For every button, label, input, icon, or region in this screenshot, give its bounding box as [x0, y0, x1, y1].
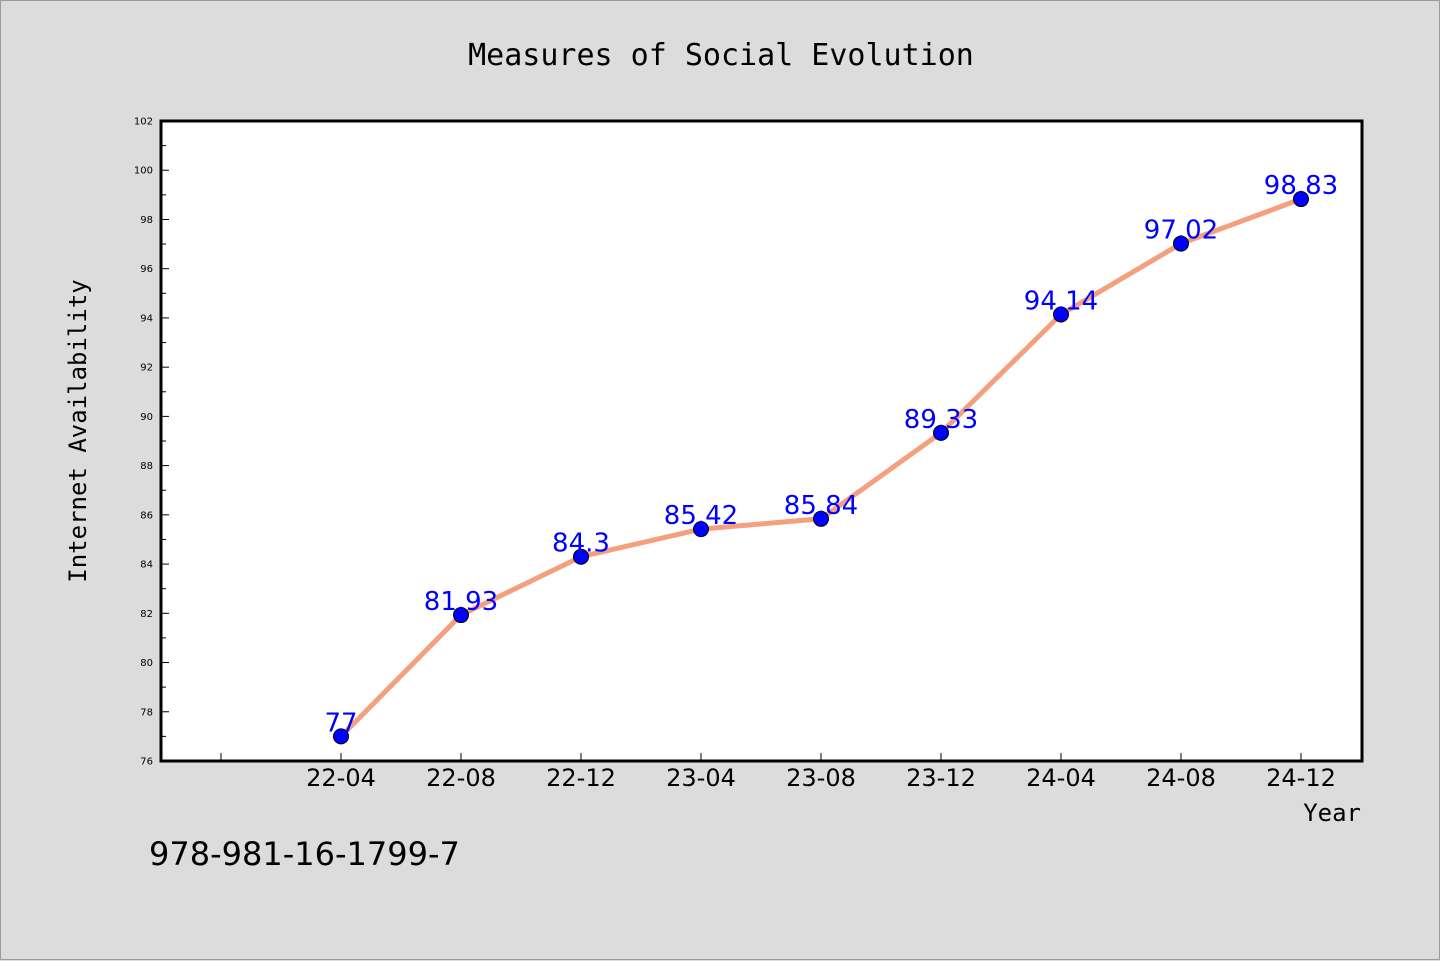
data-label: 85.84 [784, 491, 858, 521]
y-tick-label: 76 [140, 757, 153, 768]
y-tick-label: 82 [140, 609, 153, 620]
y-tick-label: 102 [134, 117, 153, 128]
y-axis-title: Internet Availability [64, 279, 92, 582]
chart-title: Measures of Social Evolution [468, 38, 974, 73]
series-layer [333, 191, 1309, 745]
data-label: 97.02 [1144, 216, 1218, 246]
x-tick-label: 24-04 [1026, 764, 1096, 792]
data-label: 85.42 [664, 501, 738, 531]
data-point [813, 510, 829, 527]
y-tick-label: 80 [140, 658, 153, 669]
y-tick-label: 90 [140, 412, 153, 423]
x-tick-label: 22-08 [426, 764, 496, 792]
x-tick-label: 24-12 [1266, 764, 1336, 792]
data-point [333, 728, 349, 745]
x-tick-label: 24-08 [1146, 764, 1216, 792]
data-label: 89.33 [904, 405, 978, 435]
data-label: 77 [324, 708, 357, 738]
data-point [1173, 235, 1189, 252]
x-tick-label: 23-04 [666, 764, 736, 792]
data-label-layer: 77 81.93 84.3 85.42 85.84 89.33 94.14 97.02 98.8… [324, 171, 1338, 738]
x-tick-label: 22-04 [306, 764, 376, 792]
data-point [1293, 191, 1309, 208]
data-point [933, 424, 949, 441]
y-tick-label: 88 [140, 461, 153, 472]
y-tick-label: 98 [140, 215, 153, 226]
y-tick-label: 84 [140, 560, 153, 571]
isbn-text: 978-981-16-1799-7 [149, 835, 460, 873]
x-tick-label: 23-08 [786, 764, 856, 792]
y-tick-label: 92 [140, 363, 153, 374]
data-point [573, 548, 589, 565]
y-tick-label: 100 [134, 166, 153, 177]
y-tick-label: 86 [140, 510, 153, 521]
y-tick-label: 94 [140, 313, 153, 324]
data-label: 98.83 [1264, 171, 1338, 201]
y-tick-label: 96 [140, 264, 153, 275]
data-point [453, 607, 469, 624]
x-axis: 22-04 22-08 22-12 23-04 23-08 23-12 24-04 24-08… [220, 753, 1336, 792]
data-point [693, 521, 709, 538]
data-point [1053, 306, 1069, 323]
data-label: 94.14 [1024, 286, 1098, 316]
data-label: 84.3 [552, 529, 610, 559]
x-axis-title: Year [1303, 799, 1361, 827]
data-label: 81.93 [424, 587, 498, 617]
x-tick-label: 22-12 [546, 764, 616, 792]
x-tick-label: 23-12 [906, 764, 976, 792]
y-tick-label: 78 [140, 707, 153, 718]
plot-area [159, 119, 1364, 763]
y-axis: 76 78 80 82 84 86 88 90 92 94 96 98 100 102 [134, 117, 169, 768]
